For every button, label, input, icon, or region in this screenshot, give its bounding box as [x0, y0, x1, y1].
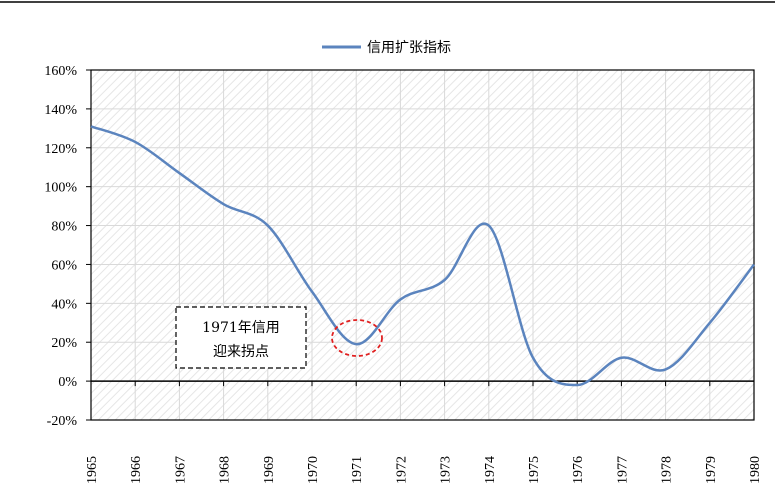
- y-tick-label: 120%: [44, 142, 77, 157]
- x-tick-label: 1965: [85, 456, 100, 484]
- x-tick-label: 1966: [129, 456, 144, 484]
- annotation-line-2: 迎来拐点: [213, 344, 269, 360]
- series-line: [90, 125, 755, 387]
- x-tick-label: 1970: [306, 456, 321, 484]
- data-point-1976: [575, 383, 579, 387]
- data-point-1978: [664, 367, 668, 371]
- data-point-1969: [266, 224, 270, 228]
- data-point-1968: [222, 202, 226, 206]
- y-tick-label: 100%: [44, 181, 77, 196]
- x-tick-label: 1978: [660, 456, 675, 484]
- x-tick-label: 1967: [173, 456, 188, 484]
- data-point-1970: [310, 290, 314, 294]
- series-group: [89, 124, 756, 387]
- x-tick-label: 1971: [350, 456, 365, 484]
- y-axis-tick-labels: -20% 0% 20% 40% 60% 80% 100% 120% 140% 160%: [44, 64, 77, 429]
- data-point-1974: [487, 224, 491, 228]
- x-tick-label: 1968: [218, 456, 233, 484]
- y-tick-label: 40%: [51, 297, 77, 312]
- plot-frame: [90, 69, 755, 421]
- y-tick-label: 80%: [51, 220, 77, 235]
- x-tick-label: 1980: [748, 456, 763, 484]
- data-point-1966: [133, 140, 137, 144]
- annotation-line-1: 1971年信用: [202, 320, 280, 336]
- data-point-1977: [619, 356, 623, 360]
- x-tick-label: 1973: [439, 456, 454, 484]
- legend-label: 信用扩张指标: [367, 40, 451, 56]
- x-tick-label: 1975: [527, 456, 542, 484]
- x-axis-tick-labels: 1965 1966 1967 1968 1969 1970 1971 1972 1973 1974…: [85, 456, 763, 484]
- x-tick-label: 1974: [483, 456, 498, 484]
- data-point-1971: [354, 342, 358, 346]
- data-point-1965: [89, 124, 93, 128]
- data-point-1973: [443, 278, 447, 282]
- y-tick-label: 0%: [58, 375, 77, 390]
- axes: [86, 69, 755, 421]
- y-tick-label: -20%: [47, 414, 78, 429]
- highlight-circle: [331, 319, 383, 357]
- legend: 信用扩张指标: [322, 40, 451, 56]
- data-point-1972: [398, 297, 402, 301]
- data-point-1975: [531, 356, 535, 360]
- data-point-1979: [708, 321, 712, 325]
- data-point-1980: [752, 262, 756, 266]
- x-tick-label: 1969: [262, 456, 277, 484]
- annotation: 1971年信用 迎来拐点: [175, 306, 383, 369]
- x-tick-label: 1979: [704, 456, 719, 484]
- y-tick-label: 20%: [51, 336, 77, 351]
- y-tick-label: 60%: [51, 258, 77, 273]
- y-tick-label: 160%: [44, 64, 77, 79]
- data-point-1967: [177, 171, 181, 175]
- x-tick-label: 1972: [394, 456, 409, 484]
- x-tick-label: 1977: [615, 456, 630, 484]
- y-tick-label: 140%: [44, 103, 77, 118]
- x-tick-label: 1976: [571, 456, 586, 484]
- annotation-box: [175, 306, 307, 369]
